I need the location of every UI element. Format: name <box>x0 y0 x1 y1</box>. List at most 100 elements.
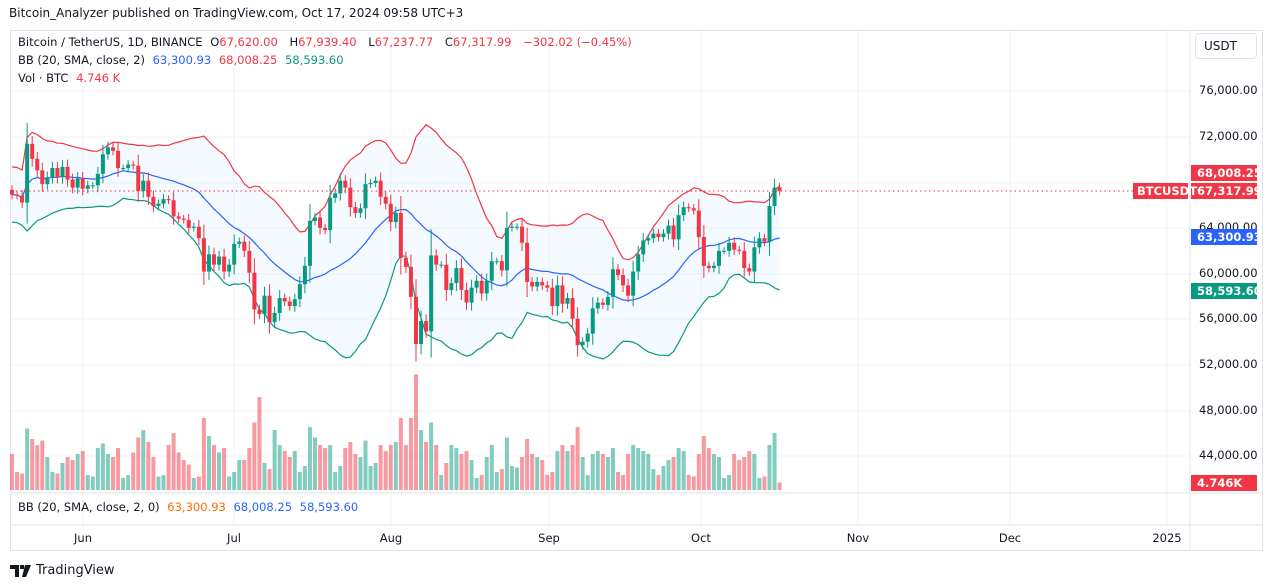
candle-body <box>302 265 307 285</box>
volume-bar <box>348 442 353 490</box>
candle-body <box>595 302 600 309</box>
candle-body <box>565 298 570 304</box>
candle-body <box>429 255 434 332</box>
candle-body <box>318 217 323 228</box>
candle-body <box>277 298 282 313</box>
candle-body <box>252 272 257 310</box>
volume-bar <box>126 475 131 490</box>
candle-body <box>111 147 115 151</box>
candle-body <box>499 261 504 271</box>
volume-bar <box>661 466 666 490</box>
volume-bar <box>247 448 252 490</box>
bb-pane-label[interactable]: BB (20, SMA, close, 2, 0) <box>18 500 160 514</box>
candle-body <box>80 178 85 189</box>
volume-label[interactable]: Vol · BTC <box>18 71 69 85</box>
volume-bar <box>479 475 484 490</box>
symbol-legend: Bitcoin / TetherUS, 1D, BINANCE O67,620.… <box>18 35 636 49</box>
price-tick-label: 44,000.00 <box>1199 448 1258 462</box>
volume-bar <box>90 476 95 490</box>
candle-body <box>292 299 297 307</box>
time-tick-label: Oct <box>691 531 711 545</box>
candle-body <box>20 195 25 203</box>
volume-bar <box>499 469 504 490</box>
candle-body <box>474 280 479 288</box>
candle-body <box>116 150 121 169</box>
volume-bar <box>262 463 267 490</box>
candle-body <box>338 180 343 194</box>
volume-bar <box>297 472 302 490</box>
candle-body <box>752 247 757 272</box>
volume-bar <box>772 433 777 490</box>
candle-body <box>348 187 353 208</box>
volume-bar <box>636 448 641 490</box>
candle-body <box>267 295 272 323</box>
volume-bar <box>30 439 35 490</box>
candle-body <box>580 341 585 346</box>
volume-bar <box>631 445 636 490</box>
candle-body <box>605 296 610 305</box>
volume-bar <box>60 463 65 490</box>
candle-body <box>388 203 393 223</box>
volume-bar <box>146 442 151 490</box>
candle-body <box>504 227 509 271</box>
volume-bar <box>560 445 565 490</box>
volume-bar <box>237 460 242 490</box>
volume-bar <box>469 460 474 490</box>
volume-bar <box>358 457 363 490</box>
volume-bar <box>722 478 727 490</box>
candle-body <box>171 200 176 217</box>
volume-bar <box>737 460 742 490</box>
volume-bar <box>378 445 383 490</box>
volume-bar <box>732 454 737 490</box>
volume-bar <box>408 418 413 490</box>
volume-bar <box>313 437 317 490</box>
time-tick-label: Jun <box>74 531 92 545</box>
volume-bar <box>166 445 171 490</box>
volume-bar <box>151 457 156 490</box>
volume-bar <box>656 475 661 490</box>
volume-bar <box>403 445 408 490</box>
symbol-price-tag: BTCUSDT <box>1133 183 1197 199</box>
candle-body <box>661 233 666 238</box>
price-tick-label: 48,000.00 <box>1199 403 1258 417</box>
volume-bar <box>242 460 247 490</box>
candle-body <box>373 180 378 183</box>
currency-button[interactable]: USDT <box>1195 33 1257 59</box>
bb-pane-lower: 58,593.60 <box>299 500 359 514</box>
candle-body <box>464 289 469 303</box>
candle-body <box>10 189 14 195</box>
candle-body <box>247 250 252 273</box>
volume-bar <box>626 454 631 490</box>
candle-body <box>742 250 747 269</box>
publish-header: Bitcoin_Analyzer published on TradingVie… <box>9 6 464 20</box>
bb-pane-upper: 68,008.25 <box>233 500 293 514</box>
bb-upper-value: 68,008.25 <box>218 53 278 67</box>
candle-body <box>222 256 227 272</box>
candle-body <box>515 226 519 228</box>
candle-body <box>666 225 671 234</box>
candle-body <box>419 321 424 344</box>
volume-bar <box>641 451 646 490</box>
volume-bar <box>504 437 509 490</box>
volume-bar <box>373 463 378 490</box>
volume-bar <box>333 472 338 490</box>
candle-body <box>45 177 50 185</box>
volume-bar <box>217 452 222 490</box>
volume-bar <box>116 448 121 490</box>
bb-pane-basis: 63,300.93 <box>167 500 226 514</box>
candle-body <box>732 242 737 250</box>
bb-label[interactable]: BB (20, SMA, close, 2) <box>18 53 145 67</box>
candle-body <box>196 226 201 239</box>
candle-body <box>35 158 40 171</box>
candle-body <box>626 285 631 296</box>
volume-bar <box>35 445 40 490</box>
tradingview-logo[interactable]: TradingView <box>10 563 115 578</box>
volume-bar <box>621 475 626 490</box>
volume-bar <box>691 476 696 490</box>
volume-bar <box>80 451 85 490</box>
volume-bar <box>449 445 454 490</box>
symbol-title[interactable]: Bitcoin / TetherUS, 1D, BINANCE <box>18 35 203 49</box>
candle-body <box>136 165 141 192</box>
candle-body <box>509 226 514 228</box>
